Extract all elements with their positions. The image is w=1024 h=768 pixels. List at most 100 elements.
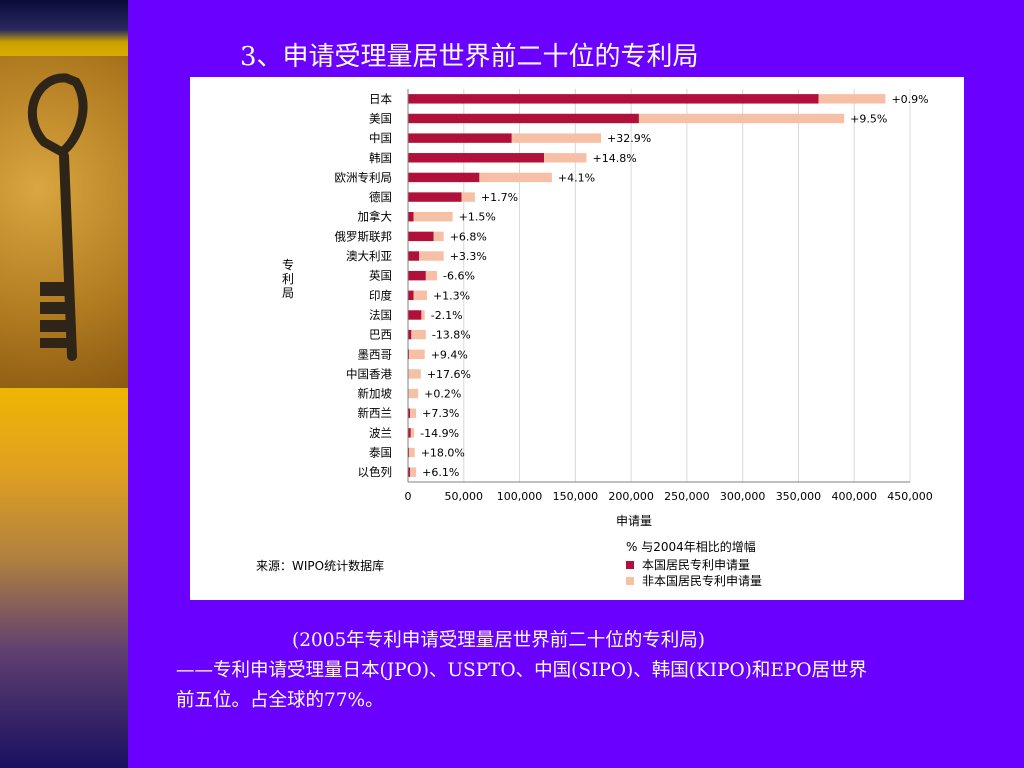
key-shaft bbox=[59, 151, 77, 361]
category-label: 澳大利亚 bbox=[346, 249, 392, 263]
bar-resident bbox=[408, 290, 414, 301]
chart-panel: 0 50,000 100,000 150,000 200,000 250,000 300,0… bbox=[190, 77, 964, 600]
growth-label: +4.1% bbox=[558, 171, 595, 184]
bar-non-resident bbox=[433, 231, 444, 242]
growth-label: +17.6% bbox=[427, 368, 471, 381]
bar-non-resident bbox=[413, 212, 453, 222]
growth-label: -6.6% bbox=[443, 270, 475, 283]
key-bit bbox=[40, 282, 70, 348]
bar-resident bbox=[408, 251, 420, 261]
growth-label: +0.9% bbox=[891, 93, 928, 106]
source-note: 来源：WIPO统计数据库 bbox=[256, 558, 384, 573]
category-label: 德国 bbox=[369, 190, 392, 204]
bar-resident bbox=[408, 467, 411, 477]
bar-non-resident bbox=[413, 290, 427, 301]
bar-non-resident bbox=[409, 447, 415, 458]
labels: 0 50,000 100,000 150,000 200,000 250,000 300,0… bbox=[335, 92, 933, 503]
category-label: 法国 bbox=[369, 308, 392, 322]
legend-swatch-resident bbox=[626, 561, 634, 569]
key-illustration bbox=[27, 73, 88, 361]
caption: (2005年专利申请受理量居世界前二十位的专利局) ——专利申请受理量日本(JP… bbox=[176, 626, 976, 716]
growth-label: +1.3% bbox=[433, 289, 470, 302]
bar-resident bbox=[408, 349, 410, 359]
bar-resident bbox=[408, 192, 462, 202]
bar-resident bbox=[408, 428, 411, 438]
bar-resident bbox=[408, 113, 639, 124]
growth-label: +1.7% bbox=[481, 191, 518, 204]
category-label: 英国 bbox=[369, 269, 392, 283]
caption-line-3: 前五位。占全球的77%。 bbox=[176, 690, 384, 711]
bar-resident bbox=[408, 172, 480, 183]
bar-non-resident bbox=[411, 329, 426, 340]
gridlines bbox=[407, 89, 911, 482]
bar-resident bbox=[408, 94, 819, 104]
growth-label: +6.8% bbox=[450, 230, 487, 243]
category-label: 欧洲专利局 bbox=[335, 170, 393, 184]
bars bbox=[408, 94, 886, 477]
bar-non-resident bbox=[479, 172, 552, 183]
bar-non-resident bbox=[408, 388, 419, 399]
slide-title: 3、申请受理量居世界前二十位的专利局 bbox=[240, 42, 699, 72]
x-tick-label: 400,000 bbox=[831, 490, 877, 503]
category-label: 波兰 bbox=[369, 426, 392, 440]
category-label: 加拿大 bbox=[358, 210, 393, 224]
bar-non-resident bbox=[408, 369, 421, 379]
growth-label: -2.1% bbox=[431, 309, 463, 322]
category-label: 日本 bbox=[369, 92, 392, 106]
bar-resident bbox=[408, 329, 412, 340]
bar-resident bbox=[408, 408, 411, 418]
growth-label: +9.5% bbox=[850, 112, 887, 125]
bar-resident bbox=[408, 133, 512, 143]
bar-resident bbox=[408, 310, 422, 320]
bar-non-resident bbox=[511, 133, 601, 143]
key-photo bbox=[0, 56, 128, 388]
category-label: 印度 bbox=[369, 288, 392, 302]
x-axis-label: 申请量 bbox=[616, 514, 652, 528]
bar-non-resident bbox=[818, 94, 886, 104]
bar-non-resident bbox=[409, 349, 425, 359]
category-label: 新西兰 bbox=[358, 406, 393, 420]
x-tick-label: 150,000 bbox=[553, 490, 599, 503]
growth-label: +0.2% bbox=[424, 388, 461, 401]
bar-non-resident bbox=[410, 428, 415, 438]
bar-non-resident bbox=[544, 153, 587, 163]
legend-label-resident: 本国居民专利申请量 bbox=[642, 557, 750, 572]
x-tick-label: 250,000 bbox=[664, 490, 710, 503]
bar-non-resident bbox=[638, 113, 845, 124]
bar-resident bbox=[408, 270, 426, 281]
x-tick-label: 50,000 bbox=[445, 490, 484, 503]
category-label: 俄罗斯联邦 bbox=[335, 229, 393, 243]
legend-swatch-non-resident bbox=[626, 577, 634, 585]
x-tick-label: 0 bbox=[405, 490, 412, 503]
sidebar-decoration bbox=[0, 0, 128, 768]
bar-chart: 0 50,000 100,000 150,000 200,000 250,000 300,0… bbox=[256, 89, 933, 588]
caption-line-1: (2005年专利申请受理量居世界前二十位的专利局) bbox=[292, 630, 706, 651]
category-label: 新加坡 bbox=[358, 387, 393, 401]
x-tick-label: 100,000 bbox=[497, 490, 543, 503]
caption-line-2: ——专利申请受理量日本(JPO)、USPTO、中国(SIPO)、韩国(KIPO)… bbox=[176, 660, 868, 681]
category-label: 墨西哥 bbox=[358, 347, 393, 361]
growth-label: +3.3% bbox=[450, 250, 487, 263]
growth-label: +6.1% bbox=[422, 466, 459, 479]
bar-resident bbox=[408, 447, 410, 458]
x-tick-label: 450,000 bbox=[887, 490, 933, 503]
bar-non-resident bbox=[461, 192, 475, 202]
y-axis-label: 专利局 bbox=[282, 257, 294, 300]
growth-label: +18.0% bbox=[421, 447, 465, 460]
key-bow bbox=[27, 73, 88, 158]
category-label: 中国香港 bbox=[346, 367, 392, 381]
growth-label: -14.9% bbox=[420, 427, 459, 440]
category-label: 中国 bbox=[369, 131, 392, 145]
growth-label: +7.3% bbox=[422, 407, 459, 420]
growth-label: +1.5% bbox=[459, 211, 496, 224]
category-label: 美国 bbox=[369, 111, 392, 125]
bar-resident bbox=[408, 153, 545, 163]
legend-title: % 与2004年相比的增幅 bbox=[626, 539, 756, 554]
bar-non-resident bbox=[419, 251, 444, 261]
growth-label: -13.8% bbox=[432, 329, 471, 342]
x-tick-label: 200,000 bbox=[608, 490, 654, 503]
category-label: 泰国 bbox=[369, 446, 392, 460]
bar-resident bbox=[408, 231, 434, 242]
x-tick-label: 350,000 bbox=[776, 490, 822, 503]
category-label: 以色列 bbox=[358, 465, 393, 479]
